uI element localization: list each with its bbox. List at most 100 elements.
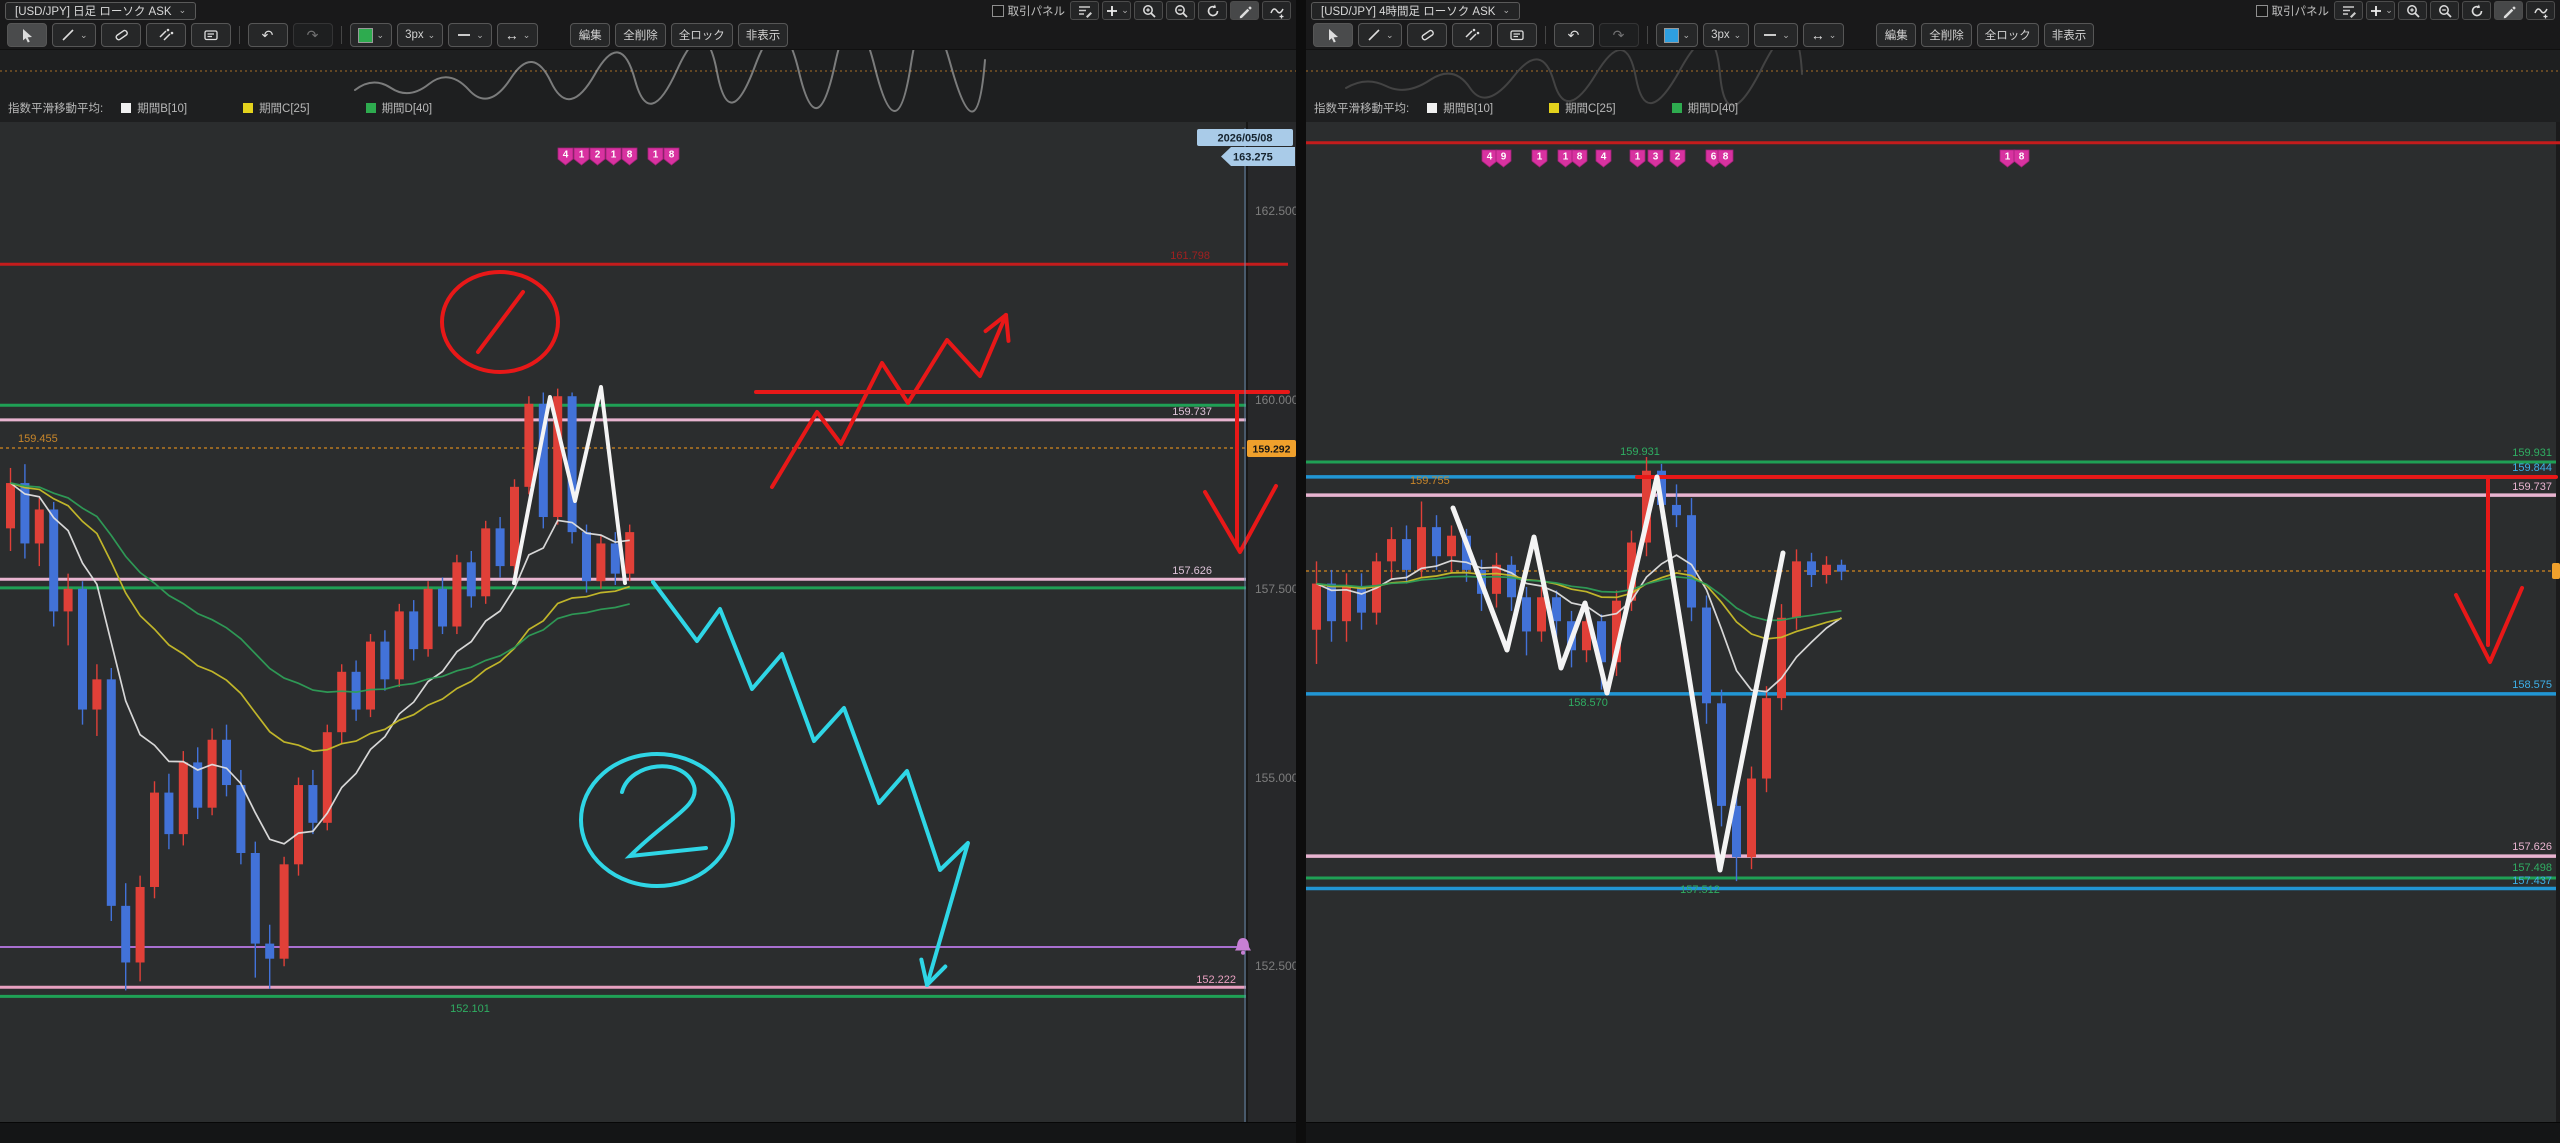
trade-panel-label: 取引パネル xyxy=(2271,5,2330,18)
checkbox-icon[interactable] xyxy=(991,4,1004,17)
legend-item: 期間D[40] xyxy=(1671,100,1738,116)
color-swatch xyxy=(1663,27,1679,43)
chevron-down-icon: ⌄ xyxy=(522,29,531,40)
color-picker[interactable]: ⌄ xyxy=(349,23,393,47)
trade-panel-checkbox[interactable]: 取引パネル xyxy=(991,3,1065,19)
legend-title: 指数平滑移動平均: xyxy=(8,103,104,115)
refresh-button-icon xyxy=(1207,3,1218,16)
zoom-out-button[interactable] xyxy=(2430,1,2459,20)
button-label: 全削除 xyxy=(623,30,658,42)
button-label: 3px xyxy=(405,29,424,41)
eraser-tool-icon xyxy=(115,29,128,41)
width-picker[interactable]: 3px ⌄ xyxy=(397,23,444,47)
undo-button[interactable]: ↶ xyxy=(1553,23,1594,47)
delete-all-button[interactable]: 全削除 xyxy=(615,23,666,47)
line-tool[interactable]: ⌄ xyxy=(52,23,96,47)
legend-swatch-green xyxy=(1671,103,1682,113)
pointer-tool[interactable] xyxy=(1313,23,1353,47)
trade-panel-checkbox[interactable]: 取引パネル xyxy=(2255,3,2330,19)
zoom-out-button-icon xyxy=(2438,4,2452,18)
indicator-legend: 指数平滑移動平均: 期間B[10] 期間C[25] 期間D[40] xyxy=(0,96,488,120)
add-button-icon xyxy=(1107,5,1118,16)
width-picker[interactable]: 3px ⌄ xyxy=(1703,23,1750,47)
plot-background xyxy=(0,122,1246,1122)
chevron-down-icon: ⌄ xyxy=(376,29,385,40)
toolbar-separator xyxy=(340,26,342,44)
zoom-in-button[interactable] xyxy=(1134,1,1163,20)
refresh-button-icon xyxy=(2471,3,2482,16)
eraser-tool[interactable] xyxy=(100,23,141,47)
zoom-in-button[interactable] xyxy=(2398,1,2427,20)
zoom-in-button-icon xyxy=(1142,4,1156,18)
pointer-tool[interactable] xyxy=(7,23,47,47)
indicator-settings-button[interactable] xyxy=(2334,1,2363,20)
legend-item: 期間D[40] xyxy=(365,100,432,116)
arrow-style-picker[interactable]: ↔ ⌄ xyxy=(1802,23,1845,47)
channel-tool[interactable] xyxy=(1451,23,1492,47)
add-button-icon xyxy=(2371,5,2382,16)
refresh-button[interactable] xyxy=(2462,1,2491,20)
draw-button[interactable] xyxy=(2494,1,2523,20)
line-tool[interactable]: ⌄ xyxy=(1358,23,1402,47)
add-button[interactable]: ⌄ xyxy=(1102,1,1131,20)
freehand-button-icon xyxy=(2533,7,2548,18)
channel-tool-icon xyxy=(1465,28,1479,41)
add-button[interactable]: ⌄ xyxy=(2366,1,2395,20)
label-tool-icon xyxy=(1509,30,1524,41)
undo-button[interactable]: ↶ xyxy=(247,23,288,47)
symbol-timeframe-selector[interactable]: [USD/JPY] 日足 ローソク ASK ⌄ xyxy=(5,1,197,20)
drawing-toolbar-4h: ⌄ ↶ ↷ ⌄ 3px ⌄ ⌄ ↔ ⌄ 編集 全削除 全ロック 非表示 xyxy=(1306,21,2560,50)
redo-button[interactable]: ↷ xyxy=(292,23,333,47)
redo-button-icon: ↷ xyxy=(1612,27,1625,43)
pointer-tool-icon xyxy=(1329,29,1338,43)
delete-all-button[interactable]: 全削除 xyxy=(1921,23,1972,47)
eraser-tool[interactable] xyxy=(1406,23,1447,47)
color-picker[interactable]: ⌄ xyxy=(1655,23,1699,47)
time-axis[interactable] xyxy=(1306,1122,2560,1143)
redo-button[interactable]: ↷ xyxy=(1598,23,1639,47)
button-label: 3px xyxy=(1711,29,1730,41)
chevron-down-icon: ⌄ xyxy=(1782,29,1790,40)
freehand-button[interactable] xyxy=(2526,1,2555,20)
zoom-out-button[interactable] xyxy=(1166,1,1195,20)
header-icon-buttons: ⌄ xyxy=(1070,1,1291,20)
line-style-picker[interactable]: ⌄ xyxy=(1754,23,1798,47)
arrow-style-picker[interactable]: ↔ ⌄ xyxy=(496,23,539,47)
checkbox-icon[interactable] xyxy=(2255,4,2268,17)
hide-button[interactable]: 非表示 xyxy=(737,23,789,47)
lock-all-button[interactable]: 全ロック xyxy=(1976,23,2039,47)
label-tool[interactable] xyxy=(1496,23,1537,47)
chart-panel-daily: [USD/JPY] 日足 ローソク ASK ⌄ 取引パネル ⌄ ⌄ ↶ ↷ ⌄ 3px ⌄… xyxy=(0,0,1296,1143)
hide-button[interactable]: 非表示 xyxy=(2043,23,2095,47)
freehand-button[interactable] xyxy=(1262,1,1291,20)
label-tool[interactable] xyxy=(190,23,231,47)
drawing-toolbar-daily: ⌄ ↶ ↷ ⌄ 3px ⌄ ⌄ ↔ ⌄ 編集 全削除 全ロック 非表示 xyxy=(0,21,1296,50)
edit-button[interactable]: 編集 xyxy=(1876,23,1917,47)
label-tool-icon xyxy=(203,30,218,41)
eraser-tool-icon xyxy=(1421,29,1434,41)
button-label: 非表示 xyxy=(745,30,781,42)
undo-button-icon: ↶ xyxy=(261,27,274,43)
lock-all-button[interactable]: 全ロック xyxy=(670,23,733,47)
button-label: 全ロック xyxy=(1984,30,2031,42)
line-tool-icon xyxy=(1368,29,1380,41)
legend-item: 期間B[10] xyxy=(1427,100,1493,116)
line-style-picker[interactable]: ⌄ xyxy=(448,23,492,47)
channel-tool[interactable] xyxy=(145,23,186,47)
line-style-picker-icon xyxy=(458,34,471,36)
titlebar-actions: 取引パネル ⌄ xyxy=(991,1,1291,20)
channel-tool-icon xyxy=(159,28,173,41)
freehand-button-icon xyxy=(1269,7,1284,18)
legend-title: 指数平滑移動平均: xyxy=(1314,103,1410,115)
symbol-timeframe-selector[interactable]: [USD/JPY] 4時間足 ローソク ASK ⌄ xyxy=(1311,1,1520,20)
color-swatch xyxy=(357,27,373,43)
time-axis[interactable] xyxy=(0,1122,1296,1143)
edit-button[interactable]: 編集 xyxy=(570,23,611,47)
price-axis[interactable] xyxy=(1246,122,1296,1122)
draw-button[interactable] xyxy=(1230,1,1259,20)
chevron-down-icon: ⌄ xyxy=(1828,29,1837,40)
chevron-down-icon: ⌄ xyxy=(427,29,436,40)
refresh-button[interactable] xyxy=(1198,1,1227,20)
indicator-settings-button[interactable] xyxy=(1070,1,1099,20)
undo-button-icon: ↶ xyxy=(1567,27,1580,43)
